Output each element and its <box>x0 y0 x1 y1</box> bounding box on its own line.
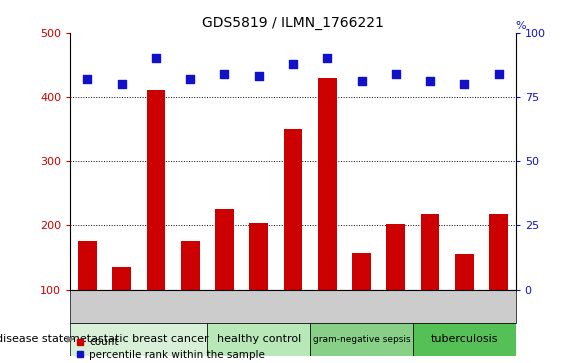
Point <box>425 79 435 85</box>
Bar <box>310 323 413 356</box>
Bar <box>352 253 371 354</box>
Point <box>322 56 332 61</box>
Legend: count, percentile rank within the sample: count, percentile rank within the sample <box>76 338 265 359</box>
Bar <box>318 78 337 354</box>
Bar <box>146 90 165 354</box>
Point <box>288 61 298 66</box>
Point <box>220 71 229 77</box>
Point <box>254 73 264 79</box>
Point <box>494 71 503 77</box>
Text: healthy control: healthy control <box>217 334 301 344</box>
Text: tuberculosis: tuberculosis <box>431 334 498 344</box>
Bar <box>207 323 310 356</box>
Bar <box>70 323 207 356</box>
Text: metastatic breast cancer: metastatic breast cancer <box>69 334 209 344</box>
Bar <box>413 323 516 356</box>
Text: gram-negative sepsis: gram-negative sepsis <box>313 335 410 344</box>
Bar <box>455 254 473 354</box>
Point <box>391 71 400 77</box>
Title: GDS5819 / ILMN_1766221: GDS5819 / ILMN_1766221 <box>202 16 384 30</box>
Bar <box>284 129 302 354</box>
Point <box>83 76 92 82</box>
Bar <box>421 214 440 354</box>
Text: disease state: disease state <box>0 334 70 344</box>
Bar <box>249 224 268 354</box>
Point <box>186 76 195 82</box>
Bar <box>489 215 508 354</box>
Point <box>357 79 366 85</box>
Point <box>459 81 469 87</box>
Point <box>151 56 161 61</box>
Bar <box>215 209 234 354</box>
Bar <box>78 241 97 354</box>
Bar <box>113 267 131 354</box>
Bar <box>386 224 405 354</box>
Point <box>117 81 127 87</box>
Bar <box>181 241 200 354</box>
Bar <box>70 290 516 323</box>
Text: %: % <box>516 21 526 31</box>
